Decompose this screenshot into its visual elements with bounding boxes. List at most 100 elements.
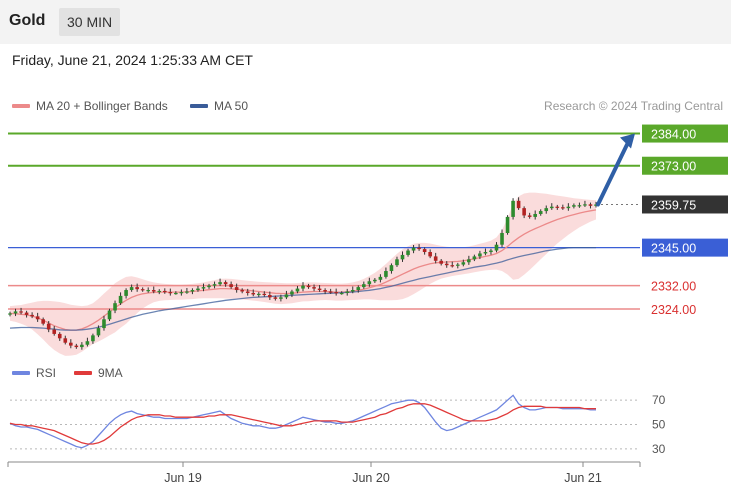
target-arrow-head <box>620 133 635 149</box>
candle <box>74 343 79 349</box>
time-tick-label: Jun 21 <box>564 471 602 485</box>
candle-body <box>323 290 327 292</box>
candle-body <box>174 292 178 295</box>
candle-body <box>345 291 350 293</box>
legend-label-ma50: MA 50 <box>214 99 249 113</box>
candle-body <box>483 252 488 254</box>
candle <box>57 332 62 341</box>
candle <box>85 337 90 347</box>
candle <box>30 312 34 319</box>
candle-body <box>406 250 410 255</box>
candle-body <box>124 290 128 296</box>
candle <box>538 209 543 216</box>
candle-body <box>190 290 195 292</box>
candle-body <box>561 207 565 209</box>
candle-body <box>555 206 560 208</box>
instrument-name: Gold <box>9 12 46 29</box>
time-axis: Jun 19 Jun 20 Jun 21 <box>7 461 641 485</box>
candle-body <box>179 292 184 294</box>
candle-body <box>273 297 278 299</box>
candle-body <box>13 311 18 314</box>
candle-body <box>24 312 29 315</box>
candle-body <box>251 292 256 295</box>
candle-body <box>146 290 151 292</box>
candle-body <box>19 311 23 313</box>
candle <box>196 285 200 292</box>
candle-body <box>295 288 300 292</box>
legend-swatch-ma20 <box>12 104 30 108</box>
candle-body <box>433 256 438 261</box>
candle-body <box>262 293 267 296</box>
candle-body <box>91 335 95 342</box>
candle-body <box>594 204 598 206</box>
target-arrow-shaft <box>596 138 631 207</box>
candle <box>594 201 598 208</box>
candle-body <box>494 244 499 251</box>
candle <box>129 284 134 292</box>
candle <box>572 203 576 209</box>
candle <box>422 247 427 255</box>
candle <box>384 267 388 279</box>
candle <box>262 291 267 297</box>
candle <box>411 244 416 254</box>
candle <box>500 229 504 248</box>
candle <box>91 333 95 344</box>
candle-body <box>80 344 84 348</box>
candle-body <box>157 290 162 293</box>
candle-body <box>566 206 571 209</box>
candle <box>168 288 173 296</box>
candle <box>417 244 421 251</box>
candle <box>356 285 361 293</box>
candle <box>406 248 410 257</box>
level-label-2359.75: 2359.75 <box>651 198 696 212</box>
candle-body <box>339 292 344 295</box>
candle-body <box>256 293 261 296</box>
candle <box>522 206 526 219</box>
candle <box>113 300 117 314</box>
candle-body <box>234 287 239 291</box>
candle-body <box>312 287 316 289</box>
candle <box>179 289 184 296</box>
candle-body <box>356 287 361 291</box>
time-tick-label: Jun 19 <box>164 471 202 485</box>
candle-body <box>35 316 40 320</box>
candle <box>284 290 289 300</box>
rsi-tick-70: 70 <box>652 393 666 407</box>
candle <box>146 287 151 293</box>
candle-body <box>538 211 543 214</box>
level-label-2384.00: 2384.00 <box>651 128 696 142</box>
candle <box>527 212 532 219</box>
candle <box>439 259 444 266</box>
candle-body <box>317 288 322 291</box>
timeframe-selector[interactable]: 30 MIN <box>59 8 121 36</box>
candle <box>301 282 305 292</box>
legend-swatch-9ma <box>74 371 92 375</box>
candle <box>461 259 466 267</box>
candle-body <box>367 281 372 285</box>
candle <box>256 292 261 298</box>
candle <box>290 289 294 298</box>
candle <box>533 210 537 220</box>
candle-body <box>478 253 482 257</box>
level-badge-2345.00 <box>642 238 728 257</box>
candle-body <box>57 333 62 339</box>
candle <box>306 283 311 289</box>
candle-body <box>218 282 222 285</box>
candle-body <box>461 262 466 265</box>
candle <box>516 197 521 210</box>
candle <box>46 321 51 333</box>
candle <box>317 285 322 292</box>
legend-9ma: 9MA <box>74 366 123 380</box>
candle <box>251 289 256 297</box>
candle <box>312 284 316 292</box>
candle-body <box>168 292 173 294</box>
candle-body <box>500 233 504 245</box>
candle <box>583 200 587 207</box>
candle-body <box>196 288 200 291</box>
candle-body <box>301 285 305 289</box>
candle-body <box>417 247 421 250</box>
candle-body <box>223 282 228 285</box>
candle <box>207 283 211 289</box>
candle <box>162 288 167 294</box>
ma20-line <box>9 209 597 331</box>
